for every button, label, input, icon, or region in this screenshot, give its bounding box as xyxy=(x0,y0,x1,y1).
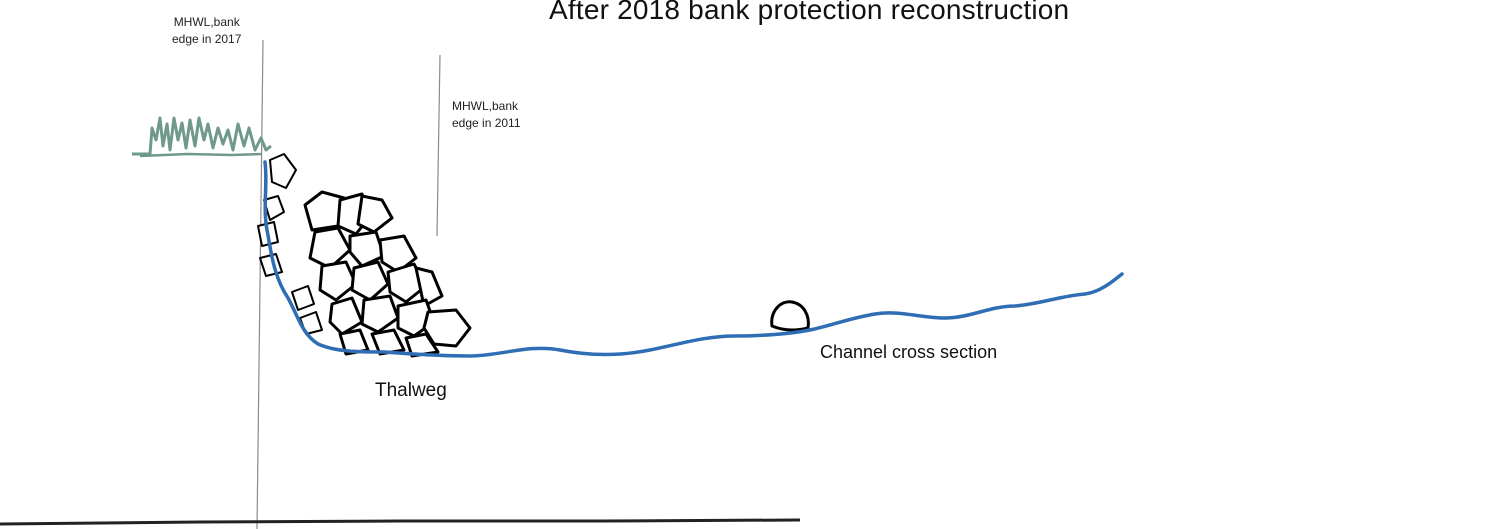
mhwl-2017-label-line1: MHWL,bank xyxy=(173,15,240,29)
mhwl-2011-label-line1: MHWL,bank xyxy=(452,99,519,113)
ground-baseline xyxy=(0,518,801,526)
rock xyxy=(348,230,386,268)
channel-bed-rock xyxy=(770,300,810,332)
rock xyxy=(356,194,394,234)
thalweg-label: Thalweg xyxy=(375,380,447,401)
rock xyxy=(338,328,370,356)
rock xyxy=(350,260,390,302)
mhwl-2017-label-line2: edge in 2017 xyxy=(172,32,242,46)
diagram-title: After 2018 bank protection reconstructio… xyxy=(549,0,1070,25)
rock xyxy=(360,294,400,334)
mhwl-2011-reference-line xyxy=(436,54,441,237)
mhwl-2017-label: MHWL,bank edge in 2017 xyxy=(172,14,241,48)
rock xyxy=(328,296,364,336)
riprap-rocks xyxy=(257,153,810,358)
channel-profile-line xyxy=(263,160,1124,358)
rock xyxy=(308,226,352,270)
rock xyxy=(414,266,444,308)
channel-cross-section-label: Channel cross section xyxy=(820,342,998,362)
rock xyxy=(370,328,406,356)
rock xyxy=(263,195,285,221)
mhwl-2011-label: MHWL,bank edge in 2011 xyxy=(452,98,521,132)
rock xyxy=(291,285,315,311)
rock xyxy=(422,308,472,348)
mhwl-2017-reference-line xyxy=(256,39,264,529)
rock xyxy=(404,332,440,358)
bank-vegetation xyxy=(132,116,272,156)
rock xyxy=(269,153,297,189)
bank-vegetation-ground xyxy=(139,152,263,158)
rock xyxy=(318,260,358,302)
mhwl-2011-label-line2: edge in 2011 xyxy=(452,116,521,130)
